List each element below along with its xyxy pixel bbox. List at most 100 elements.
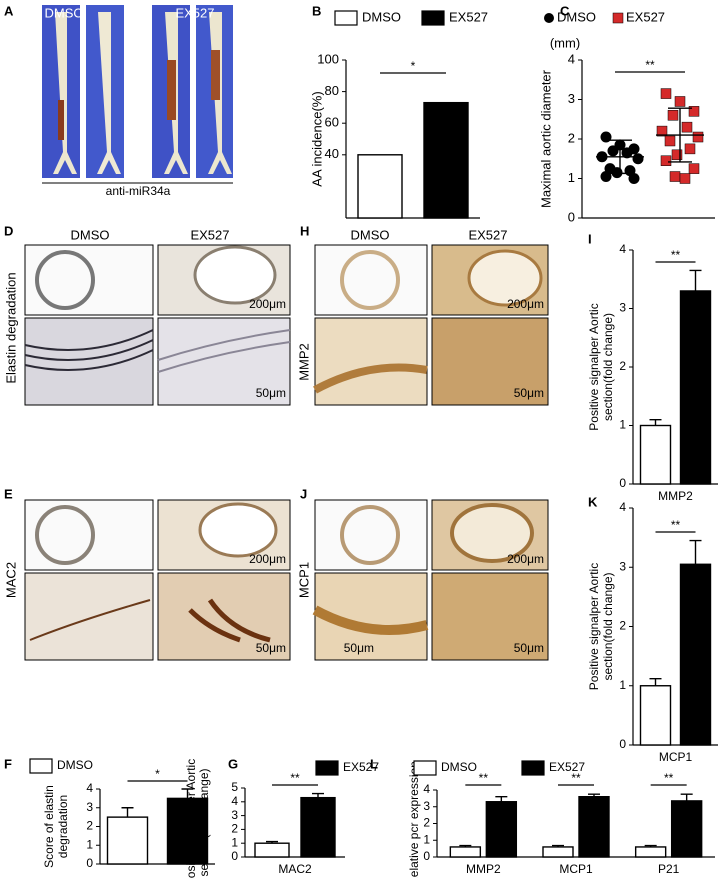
bar (254, 842, 290, 858)
y-tick-label: 4 (568, 51, 575, 66)
y-tick-label: 60 (325, 115, 339, 130)
panel-letter: F (4, 756, 12, 771)
y-tick-label: 4 (619, 242, 626, 256)
y-tick-label: 4 (86, 781, 93, 795)
data-point (692, 131, 704, 143)
aorta-lesion (211, 50, 220, 100)
vessel (467, 249, 543, 307)
y-axis-label: Positive signalper Aortic (587, 303, 601, 430)
y-tick-label: 1 (423, 832, 430, 846)
aorta (97, 12, 121, 174)
row-label: MAC2 (3, 562, 18, 598)
panel-letter: K (588, 494, 598, 509)
legend-label: EX527 (626, 9, 665, 24)
legend-label: EX527 (549, 760, 585, 774)
legend-label: DMSO (441, 760, 477, 774)
column-label: EX527 (190, 227, 229, 242)
bar (578, 796, 610, 858)
significance-label: ** (664, 771, 674, 785)
y-tick-label: 5 (231, 780, 238, 794)
y-tick-label: 2 (619, 619, 626, 633)
aorta-lesion (167, 60, 176, 120)
y-tick-label: 0 (423, 849, 430, 863)
y-tick-label: 1 (231, 835, 238, 849)
y-tick-label: 4 (423, 782, 430, 796)
scale-bar-label: 200μm (507, 552, 544, 566)
y-tick-label: 1 (619, 678, 626, 692)
data-point (681, 121, 693, 133)
error-bar (689, 269, 702, 291)
legend-marker (421, 10, 445, 26)
micrograph (24, 499, 154, 571)
legend-marker (413, 760, 437, 776)
significance-label: ** (645, 58, 655, 72)
legend-label: DMSO (557, 9, 596, 24)
y-tick-label: 3 (423, 799, 430, 813)
bar (670, 800, 703, 858)
vessel (35, 250, 95, 310)
bar (485, 801, 518, 858)
panel-letter: G (228, 756, 238, 771)
panel-letter: E (4, 486, 13, 501)
caption: anti-miR34a (106, 184, 171, 198)
row-label: MCP1 (296, 562, 311, 598)
y-tick-label: 3 (568, 91, 575, 106)
tissue (312, 605, 429, 635)
column-label: EX527 (468, 227, 507, 242)
tissue (313, 363, 428, 394)
legend-label: DMSO (362, 9, 401, 24)
y-axis-label: Relative pcr expression (407, 761, 421, 878)
error-bar (312, 792, 324, 798)
legend-label: EX527 (343, 760, 379, 774)
data-point (660, 155, 672, 166)
row-label: MMP2 (296, 343, 311, 381)
data-point (611, 167, 623, 179)
tissue (157, 329, 291, 373)
panel-letter: H (300, 223, 309, 238)
panel-a: A DMSO EX527 anti-miR34a (4, 3, 233, 198)
micrograph (431, 572, 549, 661)
y-tick-label: 3 (86, 800, 93, 814)
panel-letter: D (4, 223, 13, 238)
column-label: DMSO (45, 5, 84, 20)
aorta-lesion (58, 100, 64, 140)
vessel (35, 505, 95, 565)
data-point (679, 173, 691, 184)
vessel (198, 502, 278, 558)
y-tick-label: 1 (568, 170, 575, 185)
error-bar (649, 677, 662, 686)
unit-label: (mm) (550, 35, 580, 50)
data-point (667, 110, 679, 121)
bar (634, 846, 667, 858)
significance-label: ** (479, 771, 489, 785)
y-tick-label: 2 (568, 130, 575, 145)
column-label: DMSO (351, 227, 390, 242)
vessel (340, 505, 400, 565)
data-point (688, 106, 700, 117)
y-axis-label: section(fold change) (197, 768, 211, 876)
mean-sd (656, 107, 704, 163)
error-bar (689, 539, 702, 565)
error-bar (495, 796, 508, 802)
micrograph (24, 244, 154, 316)
significance-label: ** (290, 771, 300, 785)
error-bar (121, 807, 134, 818)
significance-label: * (411, 59, 416, 73)
significance-label: ** (671, 518, 681, 532)
y-tick-label: 3 (619, 301, 626, 315)
y-axis-label: Positive signalper Aortic (184, 759, 198, 878)
y-tick-label: 4 (619, 500, 626, 514)
y-tick-label: 3 (619, 559, 626, 573)
data-point (632, 153, 644, 165)
panel-letter: A (4, 3, 14, 18)
scale-bar-label: 200μm (249, 552, 286, 566)
legend-marker (544, 13, 554, 23)
legend-marker (612, 12, 624, 24)
data-point (660, 88, 672, 99)
column-label: EX527 (175, 5, 214, 20)
error-bar (649, 418, 662, 426)
panel-letter: I (588, 231, 592, 246)
bar (449, 846, 482, 858)
scale-bar-label: 50μm (344, 641, 374, 655)
